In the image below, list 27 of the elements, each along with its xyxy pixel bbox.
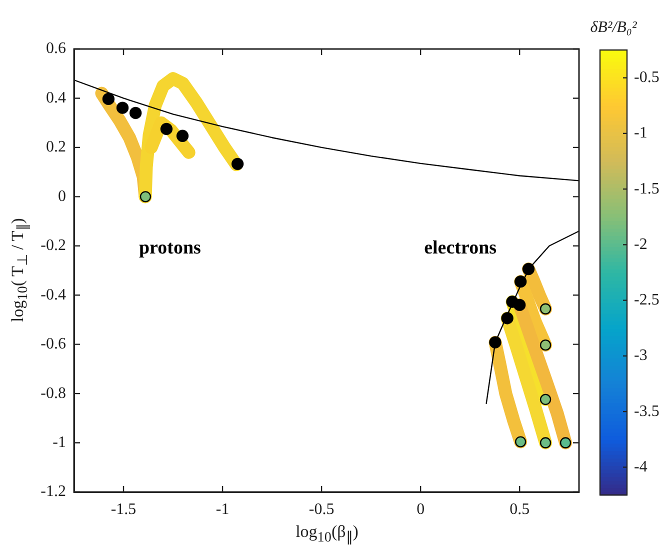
color-bar-label: -3 [634,347,648,364]
x-tick-label: -0.5 [308,500,334,518]
color-bar-label: -3.5 [634,402,660,420]
color-bar-label: -1.5 [634,180,660,198]
y-tick-label: -1 [52,434,66,451]
x-tick-label: 0.5 [510,500,530,518]
color-bar-label: -0.5 [634,69,660,86]
x-tick-label: -1.5 [110,500,136,518]
color-bar-label: -2.5 [634,292,660,309]
y-tick-label: -0.2 [40,237,66,254]
color-bar-label: -1 [634,124,648,142]
x-tick-label: -1 [216,500,230,518]
color-bar-label: -4 [634,458,648,476]
y-tick-label: 0.6 [46,40,66,58]
y-tick-label: -0.6 [40,336,66,353]
y-tick-label: -0.4 [40,286,66,304]
x-tick-label: 0 [416,500,425,518]
color-bar-title: δB²/B₀² [590,19,638,36]
y-tick-label: 0.4 [46,89,66,106]
x-axis-title: log$_{10}$(β$_{∥}$) [296,522,358,546]
annotation: protons [138,237,201,258]
y-tick-label: -1.2 [40,483,66,500]
annotation: electrons [424,237,497,258]
color-bar-label: -2 [634,236,648,253]
y-tick-label: 0.2 [46,138,66,156]
y-tick-label: -0.8 [40,384,66,402]
y-tick-label: 0 [58,188,66,205]
